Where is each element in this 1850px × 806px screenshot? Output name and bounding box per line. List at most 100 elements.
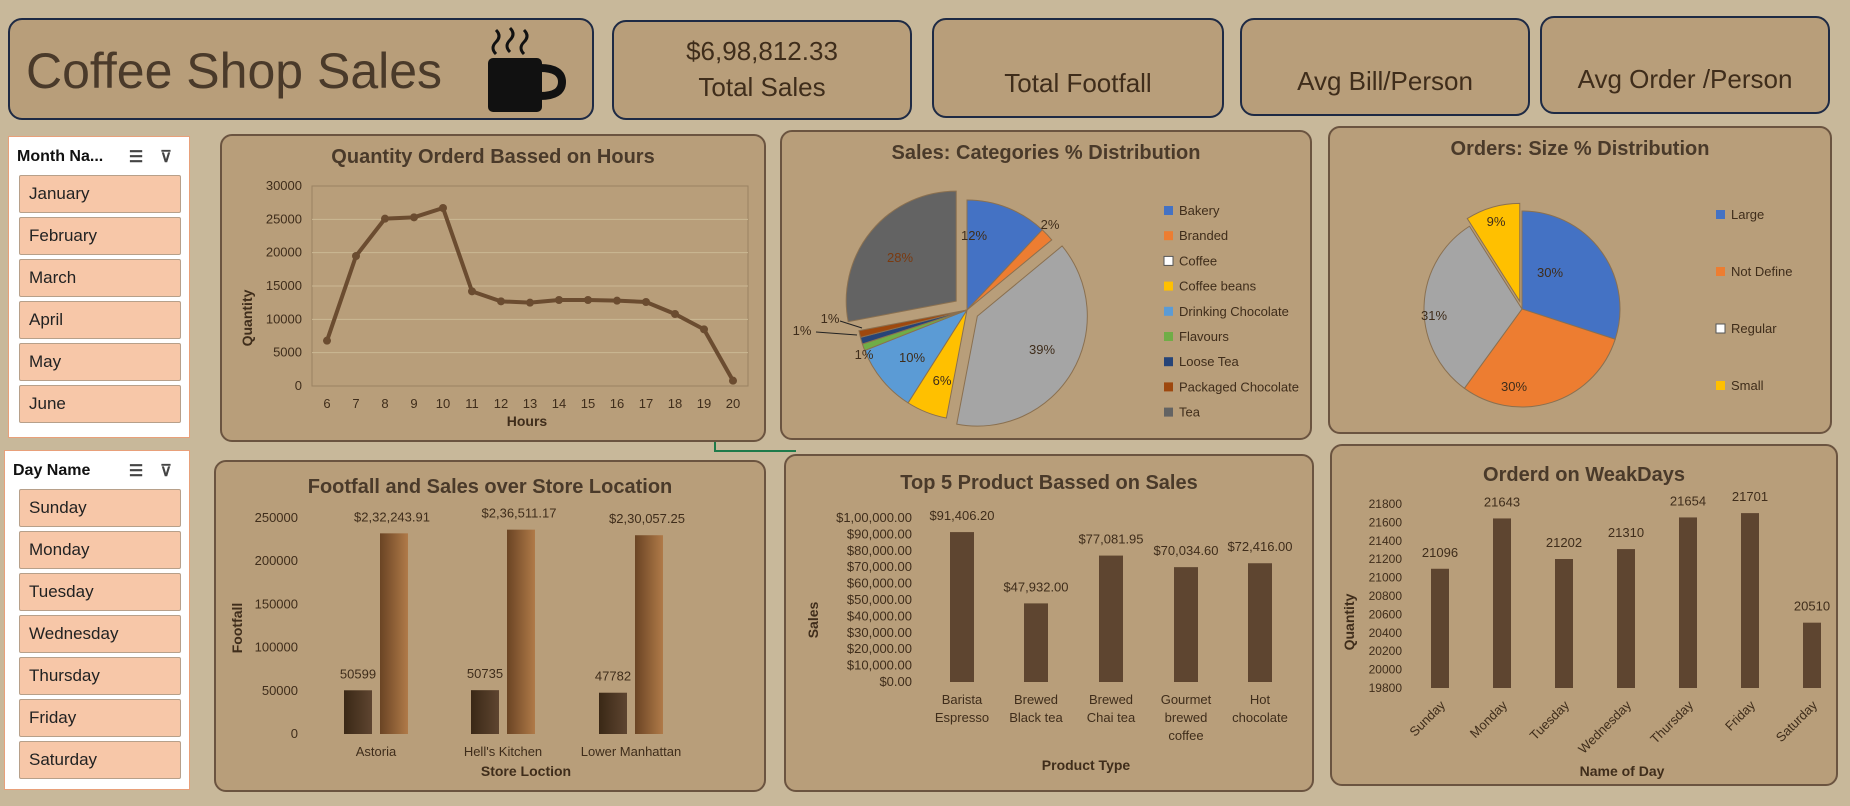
sizes-pie-chart: 30% 30% 31% 9% Large Not Define Regular Sma… <box>1421 202 1792 408</box>
y-tick-label: $80,000.00 <box>847 543 912 558</box>
x-tick-label: Hell's Kitchen <box>464 744 542 759</box>
data-label: 21701 <box>1732 489 1768 504</box>
multi-select-icon[interactable]: ☰ <box>128 149 144 166</box>
pie-slice-large <box>1521 210 1621 340</box>
kpi-label: Total Sales <box>698 72 826 102</box>
x-tick-label: 17 <box>639 396 653 411</box>
clear-filter-icon[interactable]: ⊽ <box>160 463 172 480</box>
title-card: Coffee Shop Sales <box>8 18 594 120</box>
data-label: 50599 <box>340 666 376 681</box>
x-tick-label: 8 <box>381 396 388 411</box>
x-tick-label: Friday <box>1722 697 1758 733</box>
y-tick-label: 5000 <box>273 345 302 360</box>
kpi-avg-bill: Avg Bill/Person <box>1240 18 1530 116</box>
legend-label: Coffee beans <box>1179 279 1257 294</box>
coffee-cup-icon <box>488 26 567 112</box>
slicer-item-march[interactable]: March <box>19 259 181 297</box>
x-tick-label: 10 <box>436 396 450 411</box>
y-tick-label: $50,000.00 <box>847 592 912 607</box>
y-tick-label: $90,000.00 <box>847 526 912 541</box>
x-tick-label: Tuesday <box>1527 697 1573 743</box>
stores-chart-panel: Footfall and Sales over Store Location F… <box>214 460 766 792</box>
clear-filter-icon[interactable]: ⊽ <box>160 149 172 166</box>
x-tick-label: Barista <box>942 692 983 707</box>
kpi-avg-order: Avg Order /Person <box>1540 16 1830 114</box>
x-tick-label: Black tea <box>1009 710 1063 725</box>
legend-label: Branded <box>1179 228 1228 243</box>
kpi-label: Total Footfall <box>1004 68 1152 98</box>
data-label: $2,30,057.25 <box>609 511 685 526</box>
x-axis-title: Store Loction <box>481 763 571 779</box>
slicer-item-february[interactable]: February <box>19 217 181 255</box>
legend-swatch <box>1163 255 1174 266</box>
bar <box>1679 517 1697 688</box>
legend-label: Large <box>1731 207 1764 222</box>
slicer-item-sunday[interactable]: Sunday <box>19 489 181 527</box>
data-point <box>613 296 621 305</box>
y-tick-label: 20000 <box>1369 663 1403 677</box>
categories-chart-panel: Sales: Categories % Distribution 12% 2% … <box>780 130 1312 440</box>
x-tick-label: 15 <box>581 396 595 411</box>
slicer-item-may[interactable]: May <box>19 343 181 381</box>
data-label: 21202 <box>1546 535 1582 550</box>
month-slicer[interactable]: Month Na... ☰ ⊽ January February March A… <box>8 136 190 438</box>
legend-label: Small <box>1731 378 1764 393</box>
slicer-item-june[interactable]: June <box>19 385 181 423</box>
legend-label: Flavours <box>1179 329 1229 344</box>
pie-label-not-define: 30% <box>1501 379 1527 394</box>
bar <box>1099 555 1123 682</box>
y-tick-label: 20800 <box>1369 589 1403 603</box>
data-point <box>352 252 360 260</box>
data-point <box>729 376 737 385</box>
slicer-header: Month Na... ☰ ⊽ <box>17 143 181 171</box>
pie-label-branded: 2% <box>1041 217 1060 232</box>
x-tick-label: Hot <box>1250 692 1271 707</box>
legend-swatch <box>1716 210 1725 219</box>
pie-label-small: 9% <box>1487 214 1506 229</box>
slicer-item-saturday[interactable]: Saturday <box>19 741 181 779</box>
day-slicer[interactable]: Day Name ☰ ⊽ Sunday Monday Tuesday Wedne… <box>4 450 190 790</box>
slicer-item-wednesday[interactable]: Wednesday <box>19 615 181 653</box>
data-point <box>497 297 505 306</box>
hours-chart-panel: Quantity Orderd Bassed on Hours Quantity… <box>220 134 766 442</box>
legend-swatch <box>1164 281 1173 291</box>
data-point <box>700 325 708 334</box>
data-label: $47,932.00 <box>1003 579 1068 594</box>
x-tick-label: Espresso <box>935 710 989 725</box>
bar-sales <box>507 529 535 734</box>
slicer-item-monday[interactable]: Monday <box>19 531 181 569</box>
legend-swatch <box>1715 323 1726 334</box>
data-label: $2,36,511.17 <box>482 506 557 521</box>
data-label: 21310 <box>1608 525 1644 540</box>
slicer-item-tuesday[interactable]: Tuesday <box>19 573 181 611</box>
y-axis-title: Footfall <box>229 603 245 654</box>
sizes-chart-panel: Orders: Size % Distribution 30% 30% 31% … <box>1328 126 1832 434</box>
legend-swatch <box>1164 357 1173 367</box>
bar <box>1174 567 1198 682</box>
slicer-item-april[interactable]: April <box>19 301 181 339</box>
pie-label-drinking-chocolate: 10% <box>899 350 925 365</box>
bar-footfall <box>599 692 627 734</box>
bar-sales <box>635 535 663 734</box>
slicer-item-friday[interactable]: Friday <box>19 699 181 737</box>
y-tick-label: 25000 <box>266 211 302 226</box>
data-point <box>381 214 389 223</box>
slicer-item-thursday[interactable]: Thursday <box>19 657 181 695</box>
legend-label: Tea <box>1179 405 1201 420</box>
x-tick-label: Wednesday <box>1575 697 1634 756</box>
x-tick-label: brewed <box>1165 710 1208 725</box>
y-tick-label: $30,000.00 <box>847 625 912 640</box>
x-axis-title: Hours <box>507 413 548 429</box>
y-tick-label: $1,00,000.00 <box>836 510 912 525</box>
leader-line <box>839 320 863 329</box>
pie-slice-bakery <box>966 199 1044 312</box>
y-tick-label: 100000 <box>255 640 298 655</box>
y-tick-label: 20400 <box>1369 626 1403 640</box>
data-point <box>671 310 679 318</box>
y-tick-label: 20200 <box>1369 644 1403 658</box>
y-tick-label: 0 <box>295 378 302 393</box>
x-tick-label: Monday <box>1467 697 1511 741</box>
slicer-item-january[interactable]: January <box>19 175 181 213</box>
x-tick-label: 13 <box>523 396 537 411</box>
multi-select-icon[interactable]: ☰ <box>128 463 144 480</box>
